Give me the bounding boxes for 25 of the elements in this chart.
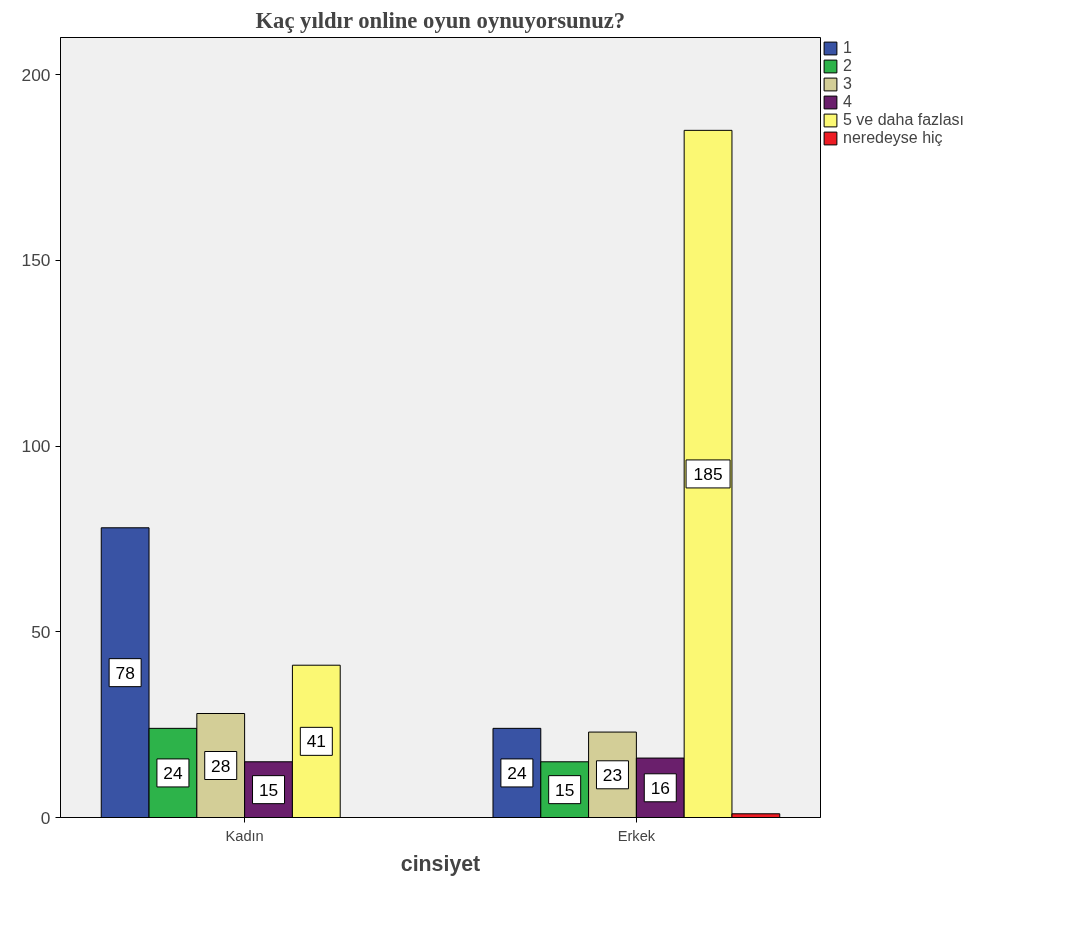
data-label: 185 (693, 463, 723, 484)
data-label: 23 (602, 764, 623, 785)
data-label: 15 (555, 779, 575, 800)
data-label: 28 (211, 755, 231, 776)
legend-label: 3 (843, 75, 853, 93)
legend-label: 2 (843, 57, 853, 75)
x-tick-label: Kadın (225, 827, 264, 844)
data-label: 24 (163, 762, 183, 783)
data-label: 78 (115, 662, 135, 683)
data-label: 15 (258, 779, 279, 800)
y-tick-label: 100 (21, 436, 51, 457)
data-label: 16 (650, 777, 670, 798)
y-tick-label: 0 (40, 807, 51, 828)
data-label: 41 (306, 731, 326, 752)
chart-title: Kaç yıldır online oyun oynuyorsunuz? (255, 7, 626, 33)
y-tick-label: 150 (21, 250, 51, 271)
y-tick-label: 200 (21, 64, 51, 85)
legend-label: 4 (843, 93, 853, 111)
legend-label: 1 (843, 39, 853, 57)
legend-label: 5 ve daha fazlası (843, 111, 964, 129)
y-tick-label: 50 (31, 621, 51, 642)
legend-label: neredeyse hiç (843, 129, 943, 147)
x-axis-title: cinsiyet (400, 851, 481, 876)
data-label: 24 (507, 762, 527, 783)
x-tick-label: Erkek (617, 827, 656, 844)
